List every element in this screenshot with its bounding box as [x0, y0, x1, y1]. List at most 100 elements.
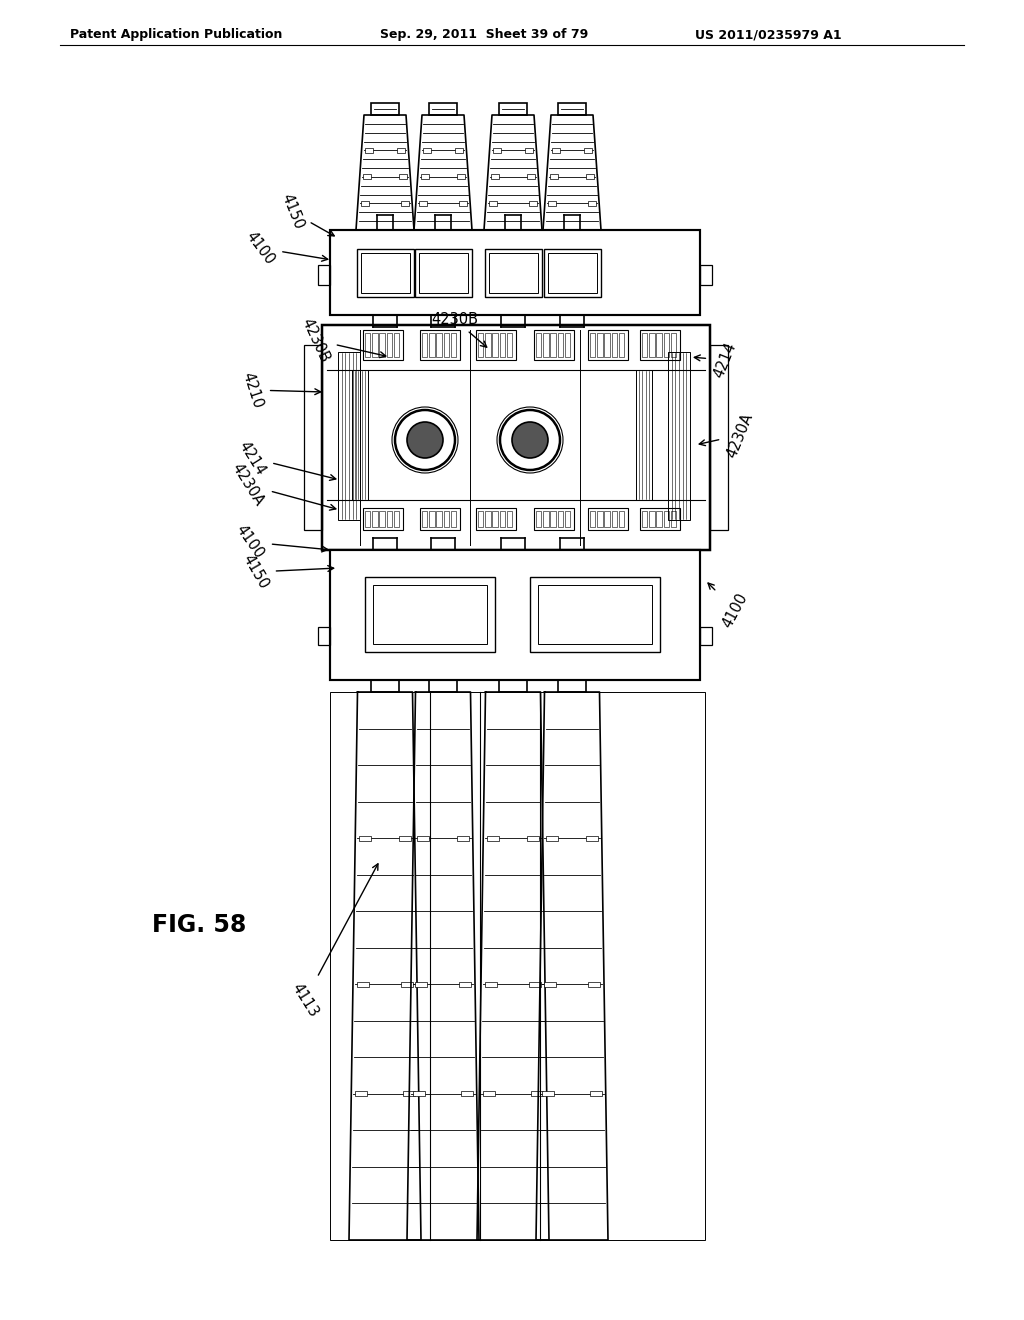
Bar: [493, 511, 498, 527]
Text: 4100: 4100: [233, 523, 328, 561]
Bar: [551, 333, 556, 356]
Bar: [590, 333, 595, 356]
Bar: [590, 511, 595, 527]
Bar: [668, 352, 690, 520]
Bar: [664, 511, 669, 527]
Bar: [550, 174, 558, 180]
Bar: [588, 982, 600, 987]
Bar: [551, 511, 556, 527]
Bar: [586, 836, 598, 841]
Text: Patent Application Publication: Patent Application Publication: [70, 28, 283, 41]
Bar: [330, 692, 705, 1239]
Bar: [458, 174, 465, 180]
Bar: [459, 982, 471, 987]
Bar: [365, 333, 371, 356]
Bar: [618, 511, 625, 527]
Text: 4100: 4100: [708, 583, 751, 630]
Bar: [355, 1092, 368, 1097]
Bar: [362, 330, 403, 360]
Bar: [640, 508, 680, 531]
Bar: [456, 148, 464, 153]
Bar: [671, 333, 676, 356]
Bar: [487, 836, 500, 841]
Text: 4150: 4150: [279, 191, 334, 236]
Bar: [372, 333, 378, 356]
Bar: [548, 201, 556, 206]
Bar: [357, 982, 369, 987]
Bar: [422, 511, 427, 527]
Bar: [649, 333, 654, 356]
Bar: [398, 836, 411, 841]
Bar: [529, 982, 541, 987]
Text: US 2011/0235979 A1: US 2011/0235979 A1: [695, 28, 842, 41]
Bar: [590, 1092, 602, 1097]
Bar: [483, 1092, 496, 1097]
Bar: [330, 230, 700, 315]
Bar: [604, 333, 610, 356]
Bar: [457, 836, 469, 841]
Bar: [597, 333, 602, 356]
Bar: [394, 333, 399, 356]
Bar: [415, 249, 471, 297]
Bar: [322, 325, 710, 550]
Bar: [529, 201, 538, 206]
Text: 4214: 4214: [694, 341, 739, 380]
Bar: [565, 511, 570, 527]
Bar: [419, 201, 427, 206]
Circle shape: [500, 411, 560, 470]
Bar: [476, 330, 516, 360]
Bar: [536, 333, 542, 356]
Bar: [420, 330, 460, 360]
Bar: [359, 836, 372, 841]
Bar: [451, 511, 457, 527]
Bar: [525, 148, 534, 153]
Bar: [488, 201, 497, 206]
Text: 4230A: 4230A: [699, 411, 756, 459]
Bar: [401, 201, 410, 206]
Bar: [429, 511, 434, 527]
Bar: [493, 148, 501, 153]
Bar: [656, 333, 662, 356]
Text: 4113: 4113: [289, 863, 378, 1019]
Bar: [459, 201, 467, 206]
Bar: [372, 511, 378, 527]
Text: 4230A: 4230A: [229, 461, 336, 510]
Bar: [402, 1092, 415, 1097]
Bar: [499, 103, 527, 115]
Bar: [656, 511, 662, 527]
Bar: [443, 333, 449, 356]
Bar: [419, 253, 468, 293]
Bar: [552, 148, 559, 153]
Bar: [394, 511, 399, 527]
Bar: [700, 627, 712, 645]
Bar: [488, 253, 538, 293]
Bar: [604, 511, 610, 527]
Text: 4230B: 4230B: [431, 313, 486, 347]
Text: 4100: 4100: [243, 228, 328, 268]
Bar: [588, 330, 628, 360]
Bar: [710, 345, 728, 531]
Bar: [611, 333, 617, 356]
Bar: [338, 352, 360, 520]
Bar: [476, 508, 516, 531]
Bar: [485, 982, 497, 987]
Bar: [365, 577, 495, 652]
Text: Sep. 29, 2011  Sheet 39 of 79: Sep. 29, 2011 Sheet 39 of 79: [380, 28, 588, 41]
Bar: [664, 333, 669, 356]
Bar: [548, 253, 597, 293]
Bar: [318, 265, 330, 285]
Bar: [360, 253, 410, 293]
Bar: [399, 174, 408, 180]
Bar: [420, 508, 460, 531]
Bar: [429, 103, 457, 115]
Bar: [414, 1092, 425, 1097]
Bar: [611, 511, 617, 527]
Bar: [415, 982, 427, 987]
Bar: [597, 511, 602, 527]
Circle shape: [512, 422, 548, 458]
Bar: [618, 333, 625, 356]
Bar: [527, 174, 536, 180]
Bar: [507, 333, 512, 356]
Bar: [478, 511, 483, 527]
Bar: [544, 249, 600, 297]
